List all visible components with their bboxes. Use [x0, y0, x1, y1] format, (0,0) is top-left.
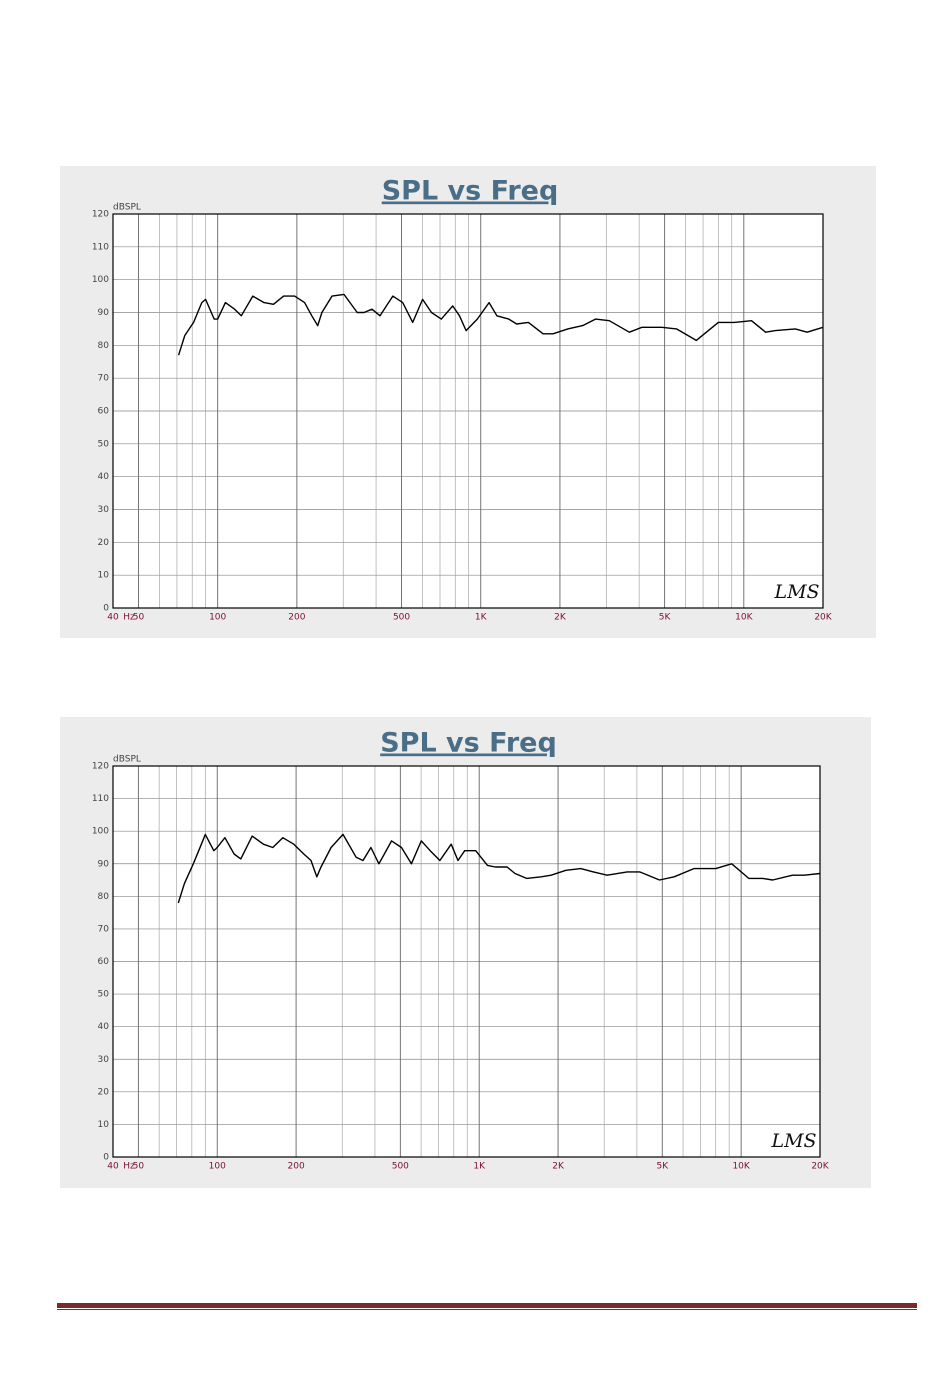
y-axis-label: dBSPL — [113, 203, 141, 213]
y-tick-label: 70 — [98, 374, 110, 384]
plot-frame — [112, 213, 824, 609]
x-tick-label: 40 — [107, 613, 119, 623]
x-tick-label: 20K — [811, 1162, 829, 1172]
y-tick-label: 90 — [98, 859, 110, 869]
x-axis-unit: Hz — [123, 613, 135, 623]
x-tick-label: 10K — [735, 613, 753, 623]
y-tick-label: 100 — [92, 827, 109, 837]
y-tick-label: 0 — [103, 604, 109, 614]
y-tick-label: 80 — [98, 892, 110, 902]
y-tick-label: 10 — [98, 1120, 110, 1130]
x-tick-label: 1K — [475, 613, 488, 623]
x-tick-label: 100 — [209, 613, 226, 623]
y-tick-label: 120 — [92, 762, 109, 772]
y-axis-label: dBSPL — [113, 755, 141, 765]
chart-title: SPL vs Freq — [380, 728, 557, 759]
x-tick-label: 1K — [473, 1162, 486, 1172]
y-tick-label: 30 — [98, 1055, 110, 1065]
y-tick-label: 20 — [98, 1087, 110, 1097]
y-tick-label: 50 — [98, 990, 110, 1000]
footer-rule-thin — [57, 1309, 917, 1310]
chart-title: SPL vs Freq — [382, 176, 559, 207]
spl-curve — [177, 833, 821, 904]
y-tick-label: 110 — [92, 794, 109, 804]
logo: LMS — [773, 581, 819, 603]
y-tick-label: 30 — [98, 505, 110, 515]
x-tick-label: 500 — [392, 1162, 409, 1172]
x-tick-label: 100 — [209, 1162, 226, 1172]
x-tick-label: 40 — [107, 1162, 119, 1172]
x-tick-label: 50 — [133, 613, 145, 623]
x-tick-label: 200 — [288, 613, 305, 623]
x-tick-label: 5K — [659, 613, 672, 623]
y-tick-label: 40 — [98, 472, 110, 482]
y-tick-label: 20 — [98, 538, 110, 548]
footer-rule — [57, 1303, 917, 1308]
x-tick-label: 20K — [814, 613, 832, 623]
plot-frame — [112, 765, 821, 1158]
y-tick-label: 90 — [98, 308, 110, 318]
y-tick-label: 110 — [92, 242, 109, 252]
x-tick-label: 5K — [656, 1162, 669, 1172]
y-tick-label: 120 — [92, 210, 109, 220]
y-tick-label: 80 — [98, 341, 110, 351]
spl-curve — [177, 293, 824, 356]
x-tick-label: 200 — [288, 1162, 305, 1172]
y-tick-label: 10 — [98, 571, 110, 581]
y-tick-label: 50 — [98, 439, 110, 449]
x-tick-label: 50 — [133, 1162, 145, 1172]
x-tick-label: 2K — [552, 1162, 565, 1172]
x-tick-label: 2K — [554, 613, 567, 623]
logo: LMS — [770, 1130, 816, 1152]
y-tick-label: 60 — [98, 407, 110, 417]
y-tick-label: 100 — [92, 275, 109, 285]
y-tick-label: 60 — [98, 957, 110, 967]
y-tick-label: 70 — [98, 924, 110, 934]
x-tick-label: 500 — [393, 613, 410, 623]
y-tick-label: 0 — [103, 1153, 109, 1163]
x-tick-label: 10K — [732, 1162, 750, 1172]
x-axis-unit: Hz — [123, 1162, 135, 1172]
y-tick-label: 40 — [98, 1022, 110, 1032]
